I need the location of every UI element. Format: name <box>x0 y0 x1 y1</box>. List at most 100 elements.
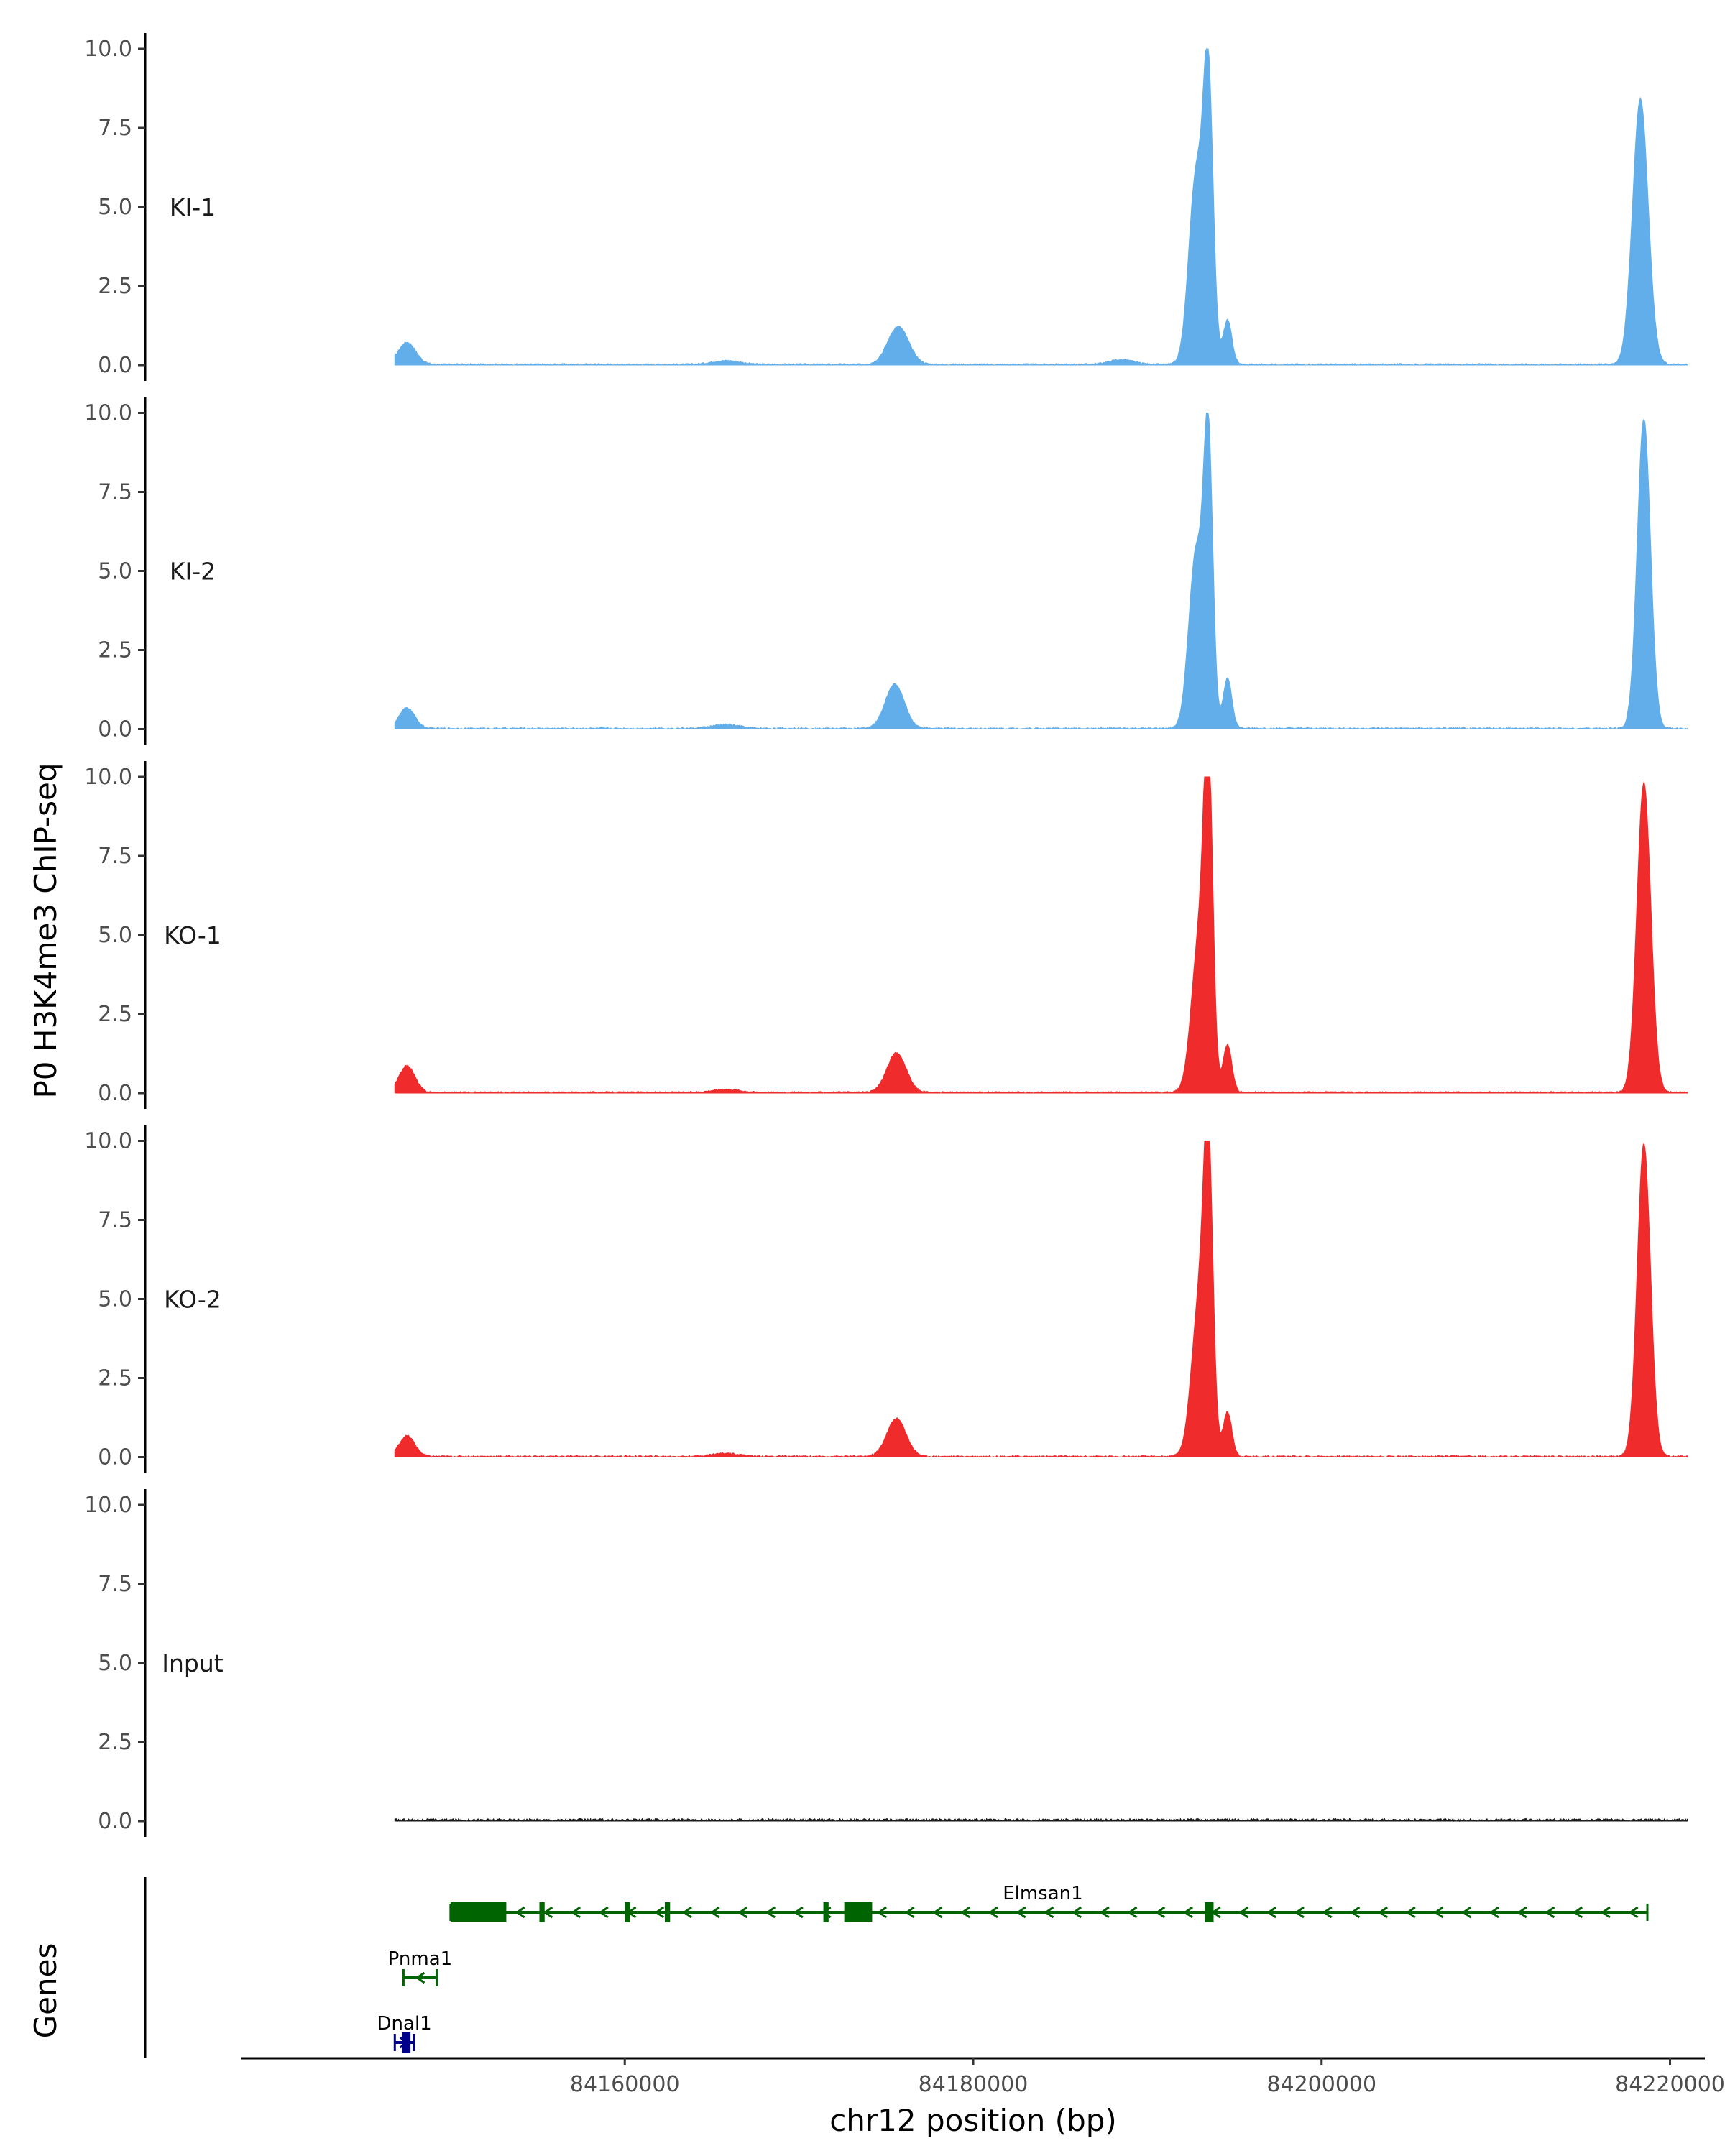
strand-arrow <box>1545 1906 1555 1919</box>
strand-arrow <box>1461 1906 1472 1919</box>
strand-arrow <box>849 1906 860 1919</box>
track-ko-2: 0.0 2.5 5.0 7.5 10.0 KO-2 <box>84 1125 1688 1473</box>
strand-arrow <box>1238 1906 1249 1919</box>
track-label: KI-1 <box>170 193 216 221</box>
signal-area <box>394 1141 1688 1458</box>
strand-arrow <box>1211 1906 1221 1919</box>
strand-arrow <box>988 1906 998 1919</box>
y-tick-label: 7.5 <box>98 1572 132 1597</box>
y-tick-label: 0.0 <box>98 1809 132 1834</box>
y-tick-label: 2.5 <box>98 1002 132 1027</box>
signal-tracks: 0.0 2.5 5.0 7.5 10.0 KI-1 0.0 2.5 5.0 7.5 10.0 KI-2… <box>84 33 1688 1837</box>
y-tick-label: 0.0 <box>98 353 132 378</box>
strand-arrow <box>905 1906 915 1919</box>
strand-arrow <box>571 1906 581 1919</box>
track-label: KI-2 <box>170 558 216 586</box>
y-tick-label: 0.0 <box>98 1445 132 1470</box>
y-tick-label: 7.5 <box>98 1208 132 1233</box>
track-ko-1: 0.0 2.5 5.0 7.5 10.0 KO-1 <box>84 761 1688 1109</box>
strand-arrow <box>543 1906 553 1919</box>
strand-arrow <box>399 2036 410 2049</box>
y-tick-label: 10.0 <box>84 1129 132 1154</box>
gene-label: Elmsan1 <box>1003 1883 1082 1904</box>
genes-track-title: Genes <box>28 1943 63 2039</box>
strand-arrow <box>932 1906 943 1919</box>
gene-exon <box>1205 1902 1214 1922</box>
strand-arrow <box>1294 1906 1305 1919</box>
y-tick-label: 7.5 <box>98 844 132 869</box>
strand-arrow <box>599 1906 609 1919</box>
gene-exon <box>844 1902 873 1922</box>
gene-exon <box>664 1902 671 1922</box>
x-tick-label: 84220000 <box>1615 2072 1725 2097</box>
y-tick-label: 7.5 <box>98 116 132 141</box>
signal-area <box>394 48 1688 366</box>
y-tick-label: 0.0 <box>98 717 132 742</box>
strand-arrow <box>765 1906 776 1919</box>
track-ki-1: 0.0 2.5 5.0 7.5 10.0 KI-1 <box>84 33 1688 381</box>
x-tick-label: 84160000 <box>570 2072 680 2097</box>
strand-arrow <box>1100 1906 1110 1919</box>
strand-arrow <box>960 1906 971 1919</box>
strand-arrow <box>459 1906 470 1919</box>
signal-area <box>394 776 1688 1094</box>
strand-arrow <box>822 1906 832 1919</box>
strand-arrow <box>415 1971 426 1984</box>
y-tick-label: 7.5 <box>98 480 132 505</box>
strand-arrow <box>1044 1906 1054 1919</box>
strand-arrow <box>1517 1906 1527 1919</box>
y-tick-label: 5.0 <box>98 195 132 220</box>
y-tick-label: 2.5 <box>98 274 132 299</box>
strand-arrow <box>1127 1906 1138 1919</box>
y-tick-label: 5.0 <box>98 923 132 948</box>
strand-arrow <box>737 1906 748 1919</box>
x-tick-label: 84180000 <box>919 2072 1029 2097</box>
x-tick-label: 84200000 <box>1266 2072 1376 2097</box>
x-axis: 84160000 84180000 84200000 84220000 <box>242 2057 1725 2097</box>
gene-exon <box>539 1902 545 1922</box>
track-ki-2: 0.0 2.5 5.0 7.5 10.0 KI-2 <box>84 397 1688 745</box>
y-tick-label: 10.0 <box>84 401 132 426</box>
strand-arrow <box>1573 1906 1583 1919</box>
strand-arrow <box>1378 1906 1388 1919</box>
signal-area <box>394 1818 1688 1823</box>
strand-arrow <box>1350 1906 1361 1919</box>
track-label: KO-2 <box>164 1286 221 1314</box>
x-axis-title: chr12 position (bp) <box>829 2103 1117 2138</box>
strand-arrow <box>1406 1906 1416 1919</box>
strand-arrow <box>710 1906 720 1919</box>
gene-label: Pnma1 <box>388 1948 453 1970</box>
genes-track: Elmsan1 Pnma1 Dnal1 <box>144 1877 1649 2058</box>
strand-arrow <box>1016 1906 1026 1919</box>
y-tick-label: 5.0 <box>98 1651 132 1676</box>
strand-arrow <box>1629 1906 1639 1919</box>
signal-area <box>394 413 1688 730</box>
strand-arrow <box>1433 1906 1444 1919</box>
y-tick-label: 5.0 <box>98 1287 132 1312</box>
y-tick-label: 2.5 <box>98 1730 132 1755</box>
strand-arrow <box>877 1906 887 1919</box>
track-input: 0.0 2.5 5.0 7.5 10.0 Input <box>84 1489 1688 1837</box>
y-tick-label: 2.5 <box>98 638 132 663</box>
y-tick-label: 2.5 <box>98 1366 132 1391</box>
strand-arrow <box>515 1906 525 1919</box>
gene-label: Dnal1 <box>377 2013 432 2035</box>
track-label: Input <box>162 1649 224 1677</box>
strand-arrow <box>1266 1906 1277 1919</box>
y-tick-label: 10.0 <box>84 37 132 62</box>
gene-exon <box>823 1902 829 1922</box>
strand-arrow <box>1489 1906 1499 1919</box>
strand-arrow <box>1601 1906 1611 1919</box>
gene-exon <box>450 1902 507 1922</box>
strand-arrow <box>1322 1906 1333 1919</box>
strand-arrow <box>487 1906 497 1919</box>
y-axis-title: P0 H3K4me3 ChIP-seq <box>28 763 63 1098</box>
y-tick-label: 0.0 <box>98 1081 132 1106</box>
gene-elmsan1: Elmsan1 <box>449 1883 1649 1922</box>
y-tick-label: 5.0 <box>98 559 132 584</box>
y-tick-label: 10.0 <box>84 1493 132 1518</box>
strand-arrow <box>654 1906 665 1919</box>
strand-arrow <box>1072 1906 1082 1919</box>
gene-pnma1: Pnma1 <box>388 1948 453 1986</box>
